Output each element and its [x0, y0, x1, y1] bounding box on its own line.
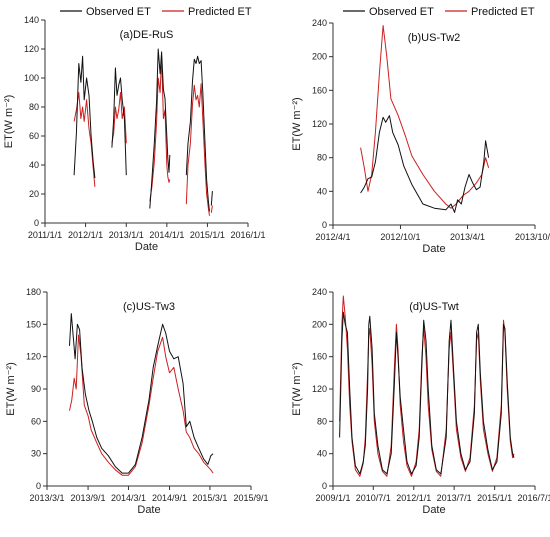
y-tick-label: 100 — [24, 73, 39, 83]
x-tick-label: 2013/4/1 — [450, 232, 485, 242]
y-tick-label: 40 — [29, 160, 39, 170]
y-tick-label: 40 — [317, 449, 327, 459]
y-tick-label: 0 — [36, 481, 41, 491]
x-tick-label: 2012/4/1 — [315, 232, 350, 242]
legend-observed-label: Observed ET — [369, 6, 434, 18]
x-tick-label: 2014/3/1 — [111, 493, 146, 503]
y-tick-label: 120 — [26, 352, 41, 362]
y-tick-label: 150 — [26, 319, 41, 329]
x-tick-label: 2013/10/1 — [515, 232, 550, 242]
y-tick-label: 40 — [317, 186, 327, 196]
x-tick-label: 2016/1/1 — [230, 230, 265, 240]
x-tick-label: 2014/9/1 — [152, 493, 187, 503]
panel-2: 0 40 80 120 160 200 240 2012/4/1 2012/10/1 2013/4… — [291, 6, 550, 255]
x-axis-label: Date — [422, 243, 445, 255]
x-tick-label: 2015/1/1 — [190, 230, 225, 240]
legend-predicted-label: Predicted ET — [471, 6, 535, 18]
x-tick-label: 2011/1/1 — [28, 230, 62, 240]
x-axis-label: Date — [137, 504, 160, 516]
observed-et-line — [210, 191, 213, 206]
x-tick-label: 2012/1/1 — [68, 230, 103, 240]
panel-title: (d)US-Twt — [409, 301, 459, 313]
x-axis-label: Date — [135, 241, 158, 253]
y-tick-label: 60 — [31, 416, 41, 426]
x-tick-label: 2013/1/1 — [109, 230, 144, 240]
panel-4: 0 40 80 120 160 200 240 2009/1/1 2010/7/1 2012/1/… — [291, 287, 550, 516]
panel-title: (a)DE-RuS — [120, 29, 174, 41]
y-tick-label: 160 — [312, 85, 327, 95]
y-tick-label: 80 — [29, 102, 39, 112]
y-tick-label: 80 — [317, 153, 327, 163]
y-tick-label: 240 — [312, 18, 327, 28]
legend-observed-label: Observed ET — [86, 6, 151, 18]
y-tick-label: 120 — [312, 119, 327, 129]
x-axis-label: Date — [422, 504, 445, 516]
predicted-et-line — [69, 334, 214, 476]
y-axis-label: ET(W m⁻²) — [291, 362, 303, 415]
y-tick-label: 120 — [24, 44, 39, 54]
x-tick-label: 2014/1/1 — [149, 230, 184, 240]
predicted-et-line — [185, 83, 210, 216]
observed-et-line — [185, 55, 210, 212]
y-tick-label: 90 — [31, 384, 41, 394]
x-tick-label: 2013/9/1 — [71, 493, 106, 503]
x-tick-label: 2016/7/1 — [517, 493, 550, 503]
legend: Observed ET Predicted ET — [60, 6, 252, 18]
x-tick-label: 2009/1/1 — [315, 493, 350, 503]
y-tick-label: 20 — [29, 189, 39, 199]
observed-et-line — [360, 115, 490, 213]
x-tick-label: 2010/7/1 — [356, 493, 391, 503]
y-tick-label: 120 — [312, 384, 327, 394]
predicted-et-line — [360, 25, 490, 209]
observed-et-line — [339, 311, 515, 475]
y-axis-label: ET(W m⁻²) — [3, 95, 15, 148]
x-tick-label: 2015/3/1 — [192, 493, 227, 503]
y-tick-label: 0 — [322, 220, 327, 230]
y-tick-label: 200 — [312, 319, 327, 329]
observed-et-line — [149, 48, 171, 209]
panel-title: (c)US-Tw3 — [123, 301, 175, 313]
y-tick-label: 240 — [312, 287, 327, 297]
y-tick-label: 30 — [31, 449, 41, 459]
x-tick-label: 2015/9/1 — [233, 493, 268, 503]
y-tick-label: 200 — [312, 52, 327, 62]
x-tick-label: 2015/1/1 — [477, 493, 512, 503]
y-tick-label: 0 — [34, 218, 39, 228]
y-axis-label: ET(W m⁻²) — [5, 362, 17, 415]
observed-et-line — [73, 55, 96, 179]
y-tick-label: 160 — [312, 352, 327, 362]
y-axis-label: ET(W m⁻²) — [291, 97, 303, 150]
x-tick-label: 2013/3/1 — [29, 493, 64, 503]
observed-et-line — [69, 313, 214, 474]
y-tick-label: 140 — [24, 15, 39, 25]
legend: Observed ET Predicted ET — [343, 6, 535, 18]
y-tick-label: 60 — [29, 131, 39, 141]
observed-et-line — [111, 67, 127, 176]
legend-predicted-label: Predicted ET — [188, 6, 252, 18]
y-tick-label: 180 — [26, 287, 41, 297]
panel-title: (b)US-Tw2 — [408, 32, 461, 44]
x-tick-label: 2013/7/1 — [437, 493, 472, 503]
predicted-et-line — [210, 205, 213, 213]
x-tick-label: 2012/1/1 — [396, 493, 431, 503]
panel-3: 0 30 60 90 120 150 180 2013/3/1 2013/9/1 2014/3/1… — [5, 287, 269, 516]
x-tick-label: 2012/10/1 — [380, 232, 420, 242]
y-tick-label: 0 — [322, 481, 327, 491]
y-tick-label: 80 — [317, 416, 327, 426]
panel-1: 0 20 40 60 80 100 120 140 2011/1/1 2012/1/1 2013/1… — [3, 6, 266, 253]
